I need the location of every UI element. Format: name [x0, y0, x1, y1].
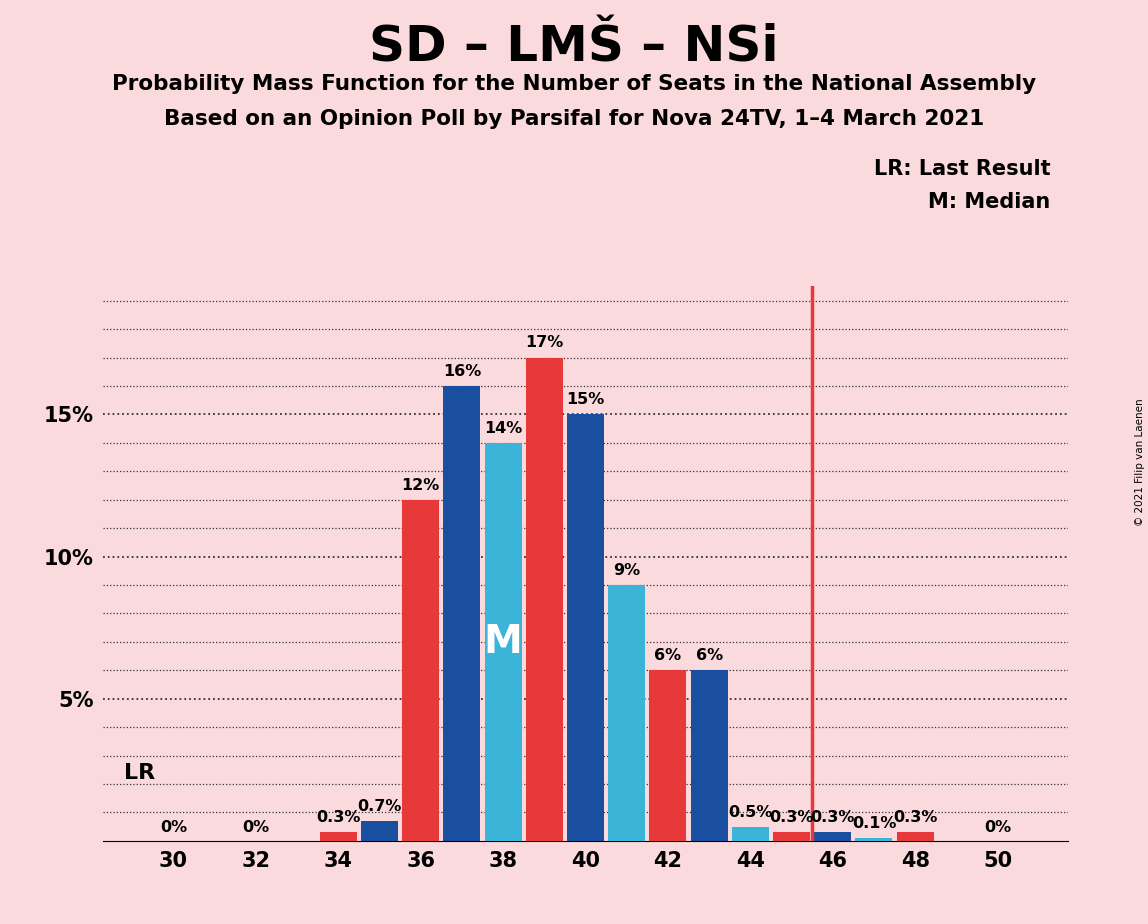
Bar [319, 833, 357, 841]
Bar [773, 833, 810, 841]
Bar [855, 838, 892, 841]
Text: 0%: 0% [984, 821, 1011, 835]
Text: 0%: 0% [242, 821, 270, 835]
Text: 0.7%: 0.7% [357, 799, 402, 814]
Text: 0.3%: 0.3% [316, 810, 360, 825]
Text: SD – LMŠ – NSi: SD – LMŠ – NSi [370, 23, 778, 71]
Bar [691, 670, 728, 841]
Text: © 2021 Filip van Laenen: © 2021 Filip van Laenen [1135, 398, 1145, 526]
Text: LR: Last Result: LR: Last Result [874, 159, 1050, 179]
Text: 0.1%: 0.1% [852, 816, 897, 831]
Bar [650, 670, 687, 841]
Text: 0.3%: 0.3% [810, 810, 855, 825]
Bar [360, 821, 398, 841]
Text: 17%: 17% [525, 335, 564, 350]
Text: 16%: 16% [443, 364, 481, 379]
Bar [484, 443, 521, 841]
Bar [443, 386, 480, 841]
Text: 15%: 15% [566, 393, 605, 407]
Text: 0.3%: 0.3% [893, 810, 938, 825]
Bar [608, 585, 645, 841]
Bar [814, 833, 852, 841]
Text: 0.3%: 0.3% [769, 810, 814, 825]
Bar [402, 500, 440, 841]
Text: Based on an Opinion Poll by Parsifal for Nova 24TV, 1–4 March 2021: Based on an Opinion Poll by Parsifal for… [164, 109, 984, 129]
Bar [897, 833, 933, 841]
Text: 6%: 6% [696, 648, 723, 663]
Text: Probability Mass Function for the Number of Seats in the National Assembly: Probability Mass Function for the Number… [113, 74, 1035, 94]
Text: 0.5%: 0.5% [728, 805, 773, 820]
Text: 6%: 6% [654, 648, 682, 663]
Text: 14%: 14% [484, 420, 522, 436]
Text: LR: LR [124, 762, 155, 783]
Bar [526, 358, 563, 841]
Text: M: M [483, 623, 522, 661]
Bar [567, 414, 604, 841]
Text: 9%: 9% [613, 563, 641, 578]
Text: 0%: 0% [160, 821, 187, 835]
Text: M: Median: M: Median [929, 192, 1050, 213]
Bar [731, 827, 769, 841]
Text: 12%: 12% [402, 478, 440, 492]
